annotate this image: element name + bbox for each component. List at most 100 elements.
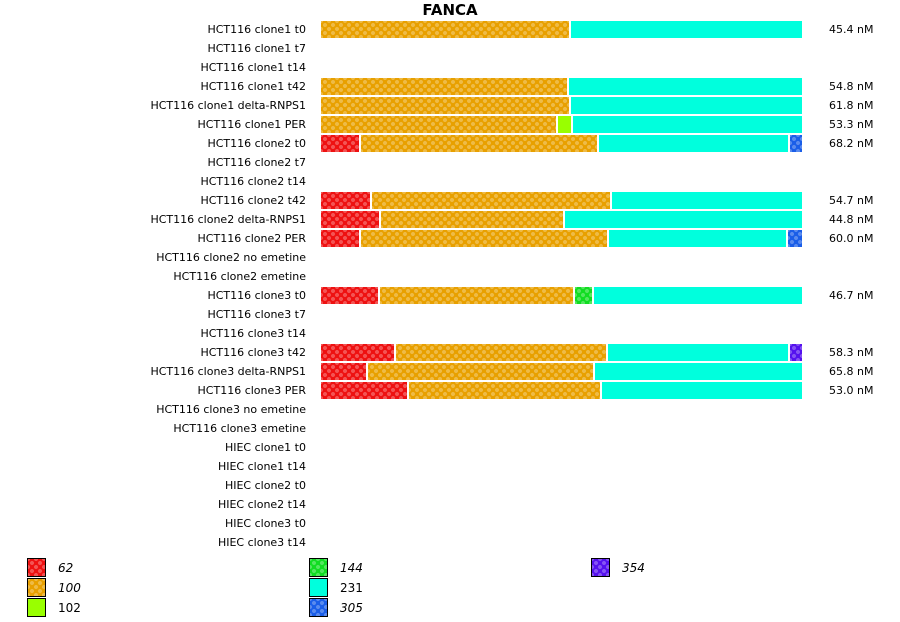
row-label-hct116-clone1-t0: HCT116 clone1 t0	[207, 23, 306, 36]
value-label: 61.8 nM	[829, 99, 874, 112]
legend-label-354: 354	[622, 561, 645, 575]
value-label: 44.8 nM	[829, 213, 874, 226]
value-label: 58.3 nM	[829, 346, 874, 359]
value-label: 68.2 nM	[829, 137, 874, 150]
value-label: 65.8 nM	[829, 365, 874, 378]
value-label: 45.4 nM	[829, 23, 874, 36]
legend-swatch-102	[27, 598, 46, 617]
bar-hct116-clone2-delta-rnps1	[321, 211, 802, 228]
value-label: 54.7 nM	[829, 194, 874, 207]
bar-segment-354	[790, 344, 802, 361]
row-label-hct116-clone3-t0: HCT116 clone3 t0	[207, 289, 306, 302]
bar-segment-62	[321, 230, 359, 247]
bar-segment-231	[573, 116, 802, 133]
bar-hct116-clone2-per	[321, 230, 802, 247]
bar-segment-305	[790, 135, 802, 152]
legend-swatch-144	[309, 558, 328, 577]
legend-swatch-354	[591, 558, 610, 577]
legend-label-144: 144	[340, 561, 363, 575]
bar-segment-62	[321, 382, 407, 399]
bar-hct116-clone1-t0	[321, 21, 802, 38]
row-label-hct116-clone3-no-emetine: HCT116 clone3 no emetine	[156, 403, 306, 416]
row-label-hiec-clone1-t14: HIEC clone1 t14	[217, 460, 306, 473]
legend-label-62: 62	[58, 561, 74, 575]
row-label-hct116-clone1-t7: HCT116 clone1 t7	[207, 42, 306, 55]
bar-segment-231	[595, 363, 802, 380]
row-label-hct116-clone3-delta-rnps1: HCT116 clone3 delta-RNPS1	[150, 365, 306, 378]
row-label-hiec-clone2-t0: HIEC clone2 t0	[224, 479, 306, 492]
bar-hct116-clone2-t0	[321, 135, 802, 152]
legend-label-102: 102	[58, 601, 81, 615]
legend-label-305: 305	[340, 601, 363, 615]
legend-label-100: 100	[58, 581, 81, 595]
bar-segment-231	[612, 192, 802, 209]
bar-segment-231	[569, 78, 802, 95]
bar-hct116-clone1-delta-rnps1	[321, 97, 802, 114]
value-label: 46.7 nM	[829, 289, 874, 302]
legend-swatch-305	[309, 598, 328, 617]
row-label-hct116-clone3-t14: HCT116 clone3 t14	[200, 327, 306, 340]
row-label-hct116-clone3-per: HCT116 clone3 PER	[197, 384, 306, 397]
row-label-hct116-clone2-emetine: HCT116 clone2 emetine	[173, 270, 306, 283]
legend-label-231: 231	[340, 581, 363, 595]
row-label-hct116-clone3-t42: HCT116 clone3 t42	[200, 346, 306, 359]
legend-swatch-231	[309, 578, 328, 597]
row-label-hiec-clone1-t0: HIEC clone1 t0	[224, 441, 306, 454]
bar-segment-231	[594, 287, 802, 304]
bar-segment-102	[558, 116, 571, 133]
bar-hct116-clone3-t42	[321, 344, 802, 361]
bar-segment-100	[321, 21, 569, 38]
row-label-hiec-clone2-t14: HIEC clone2 t14	[217, 498, 306, 511]
bar-hct116-clone3-per	[321, 382, 802, 399]
row-label-hiec-clone3-t0: HIEC clone3 t0	[224, 517, 306, 530]
bar-segment-62	[321, 192, 370, 209]
bar-segment-305	[788, 230, 802, 247]
bar-segment-62	[321, 135, 359, 152]
bar-hct116-clone1-per	[321, 116, 802, 133]
bar-segment-62	[321, 211, 379, 228]
value-label: 53.3 nM	[829, 118, 874, 131]
bar-segment-100	[321, 78, 567, 95]
row-label-hct116-clone2-per: HCT116 clone2 PER	[197, 232, 306, 245]
bar-segment-231	[602, 382, 802, 399]
chart-title: FANCA	[422, 1, 478, 19]
bar-segment-231	[609, 230, 786, 247]
row-label-hct116-clone1-t14: HCT116 clone1 t14	[200, 61, 306, 74]
row-label-hct116-clone3-emetine: HCT116 clone3 emetine	[173, 422, 306, 435]
bar-segment-231	[565, 211, 802, 228]
bar-segment-100	[372, 192, 610, 209]
bar-segment-62	[321, 344, 394, 361]
bar-segment-100	[380, 287, 573, 304]
row-label-hct116-clone2-t14: HCT116 clone2 t14	[200, 175, 306, 188]
bar-segment-231	[571, 21, 802, 38]
value-label: 53.0 nM	[829, 384, 874, 397]
bar-segment-144	[575, 287, 592, 304]
bar-segment-100	[409, 382, 600, 399]
bar-segment-62	[321, 287, 378, 304]
bar-segment-231	[599, 135, 788, 152]
bar-segment-100	[361, 230, 607, 247]
row-label-hct116-clone1-per: HCT116 clone1 PER	[197, 118, 306, 131]
legend-swatch-62	[27, 558, 46, 577]
legend-swatch-100	[27, 578, 46, 597]
row-label-hct116-clone3-t7: HCT116 clone3 t7	[207, 308, 306, 321]
bar-segment-62	[321, 363, 366, 380]
row-label-hct116-clone1-delta-rnps1: HCT116 clone1 delta-RNPS1	[150, 99, 306, 112]
bar-hct116-clone3-delta-rnps1	[321, 363, 802, 380]
bar-hct116-clone2-t42	[321, 192, 802, 209]
bar-segment-100	[368, 363, 593, 380]
bar-segment-100	[381, 211, 563, 228]
value-label: 60.0 nM	[829, 232, 874, 245]
row-label-hct116-clone2-t0: HCT116 clone2 t0	[207, 137, 306, 150]
row-label-hct116-clone2-delta-rnps1: HCT116 clone2 delta-RNPS1	[150, 213, 306, 226]
value-label: 54.8 nM	[829, 80, 874, 93]
row-label-hct116-clone2-t42: HCT116 clone2 t42	[200, 194, 306, 207]
row-label-hct116-clone2-no-emetine: HCT116 clone2 no emetine	[156, 251, 306, 264]
row-label-hct116-clone2-t7: HCT116 clone2 t7	[207, 156, 306, 169]
bar-segment-231	[571, 97, 802, 114]
row-label-hct116-clone1-t42: HCT116 clone1 t42	[200, 80, 306, 93]
bar-segment-100	[396, 344, 606, 361]
row-label-hiec-clone3-t14: HIEC clone3 t14	[217, 536, 306, 549]
bar-segment-100	[361, 135, 597, 152]
bar-hct116-clone3-t0	[321, 287, 802, 304]
